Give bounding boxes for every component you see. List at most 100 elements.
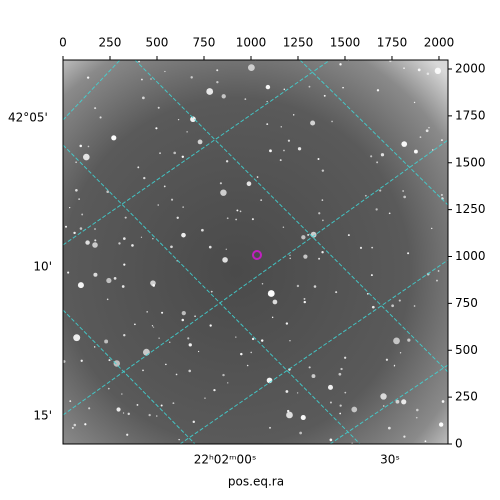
star	[188, 343, 192, 347]
star	[339, 412, 342, 415]
star	[310, 120, 316, 126]
y-tick-label: 2000	[455, 62, 486, 76]
star	[122, 412, 125, 414]
star	[92, 242, 98, 248]
star	[289, 340, 291, 342]
star	[206, 88, 214, 95]
wcs-x-label: 22ʰ02ᵐ00ˢ	[194, 453, 257, 467]
star	[380, 393, 387, 400]
star	[317, 158, 320, 161]
star	[188, 369, 192, 373]
star	[220, 189, 227, 196]
star	[152, 326, 155, 328]
star	[344, 391, 347, 394]
star	[208, 245, 212, 249]
star	[438, 422, 444, 427]
star	[407, 338, 411, 342]
star	[403, 435, 406, 438]
star	[121, 285, 125, 288]
star	[170, 245, 173, 249]
star	[296, 392, 299, 394]
star	[192, 420, 195, 424]
star	[379, 189, 382, 192]
y-tick-label: 1250	[455, 202, 486, 216]
star	[308, 366, 311, 369]
star	[415, 416, 418, 419]
star	[338, 372, 342, 376]
star	[80, 359, 83, 362]
star	[93, 272, 98, 277]
star	[267, 290, 275, 297]
grid-line	[299, 60, 448, 206]
star	[318, 257, 321, 260]
star	[182, 206, 184, 208]
star	[63, 360, 66, 363]
star	[140, 78, 143, 81]
star	[441, 400, 445, 403]
star	[299, 431, 302, 435]
star	[266, 123, 269, 126]
star	[416, 408, 419, 412]
star	[399, 352, 402, 354]
star	[152, 237, 154, 240]
star	[124, 216, 127, 219]
star	[431, 227, 433, 230]
star	[347, 234, 350, 237]
wcs-y-label: 42°05'	[8, 111, 48, 125]
star	[71, 426, 74, 429]
star	[155, 127, 158, 130]
wcs-y-label: 15'	[33, 409, 52, 423]
star	[329, 401, 332, 404]
star	[194, 315, 196, 318]
y-tick-label: 0	[455, 437, 463, 451]
stars	[63, 60, 445, 444]
star	[173, 151, 177, 155]
star	[73, 423, 77, 427]
star	[181, 232, 186, 238]
star	[283, 149, 285, 152]
star	[209, 324, 212, 327]
star	[318, 212, 321, 215]
target-marker	[252, 250, 262, 260]
star	[104, 339, 109, 344]
star	[265, 84, 271, 90]
star	[321, 250, 324, 254]
star	[160, 404, 163, 407]
star	[246, 364, 249, 367]
star	[286, 409, 290, 413]
star	[123, 263, 126, 266]
star	[157, 106, 160, 109]
star	[146, 311, 148, 313]
x-tick-label: 250	[99, 36, 122, 50]
frame	[62, 59, 449, 445]
star	[121, 393, 123, 395]
star	[67, 271, 70, 274]
star	[401, 399, 407, 405]
grid-line	[63, 139, 448, 416]
star	[235, 336, 237, 338]
star	[437, 270, 440, 272]
star	[235, 218, 237, 221]
star	[391, 304, 394, 308]
star	[417, 68, 421, 72]
star	[164, 70, 166, 73]
star	[136, 403, 139, 406]
star	[116, 407, 121, 412]
star	[127, 412, 130, 416]
star	[371, 305, 375, 309]
star	[126, 433, 129, 436]
star	[143, 176, 146, 180]
star	[375, 208, 378, 211]
star	[113, 360, 121, 367]
star	[86, 76, 90, 79]
star	[87, 145, 90, 148]
star	[216, 69, 219, 72]
star	[168, 341, 171, 344]
star	[137, 166, 140, 169]
star	[150, 78, 152, 80]
star	[106, 190, 110, 194]
star	[210, 290, 213, 293]
star	[329, 438, 333, 442]
star	[190, 116, 196, 123]
star	[413, 305, 416, 307]
